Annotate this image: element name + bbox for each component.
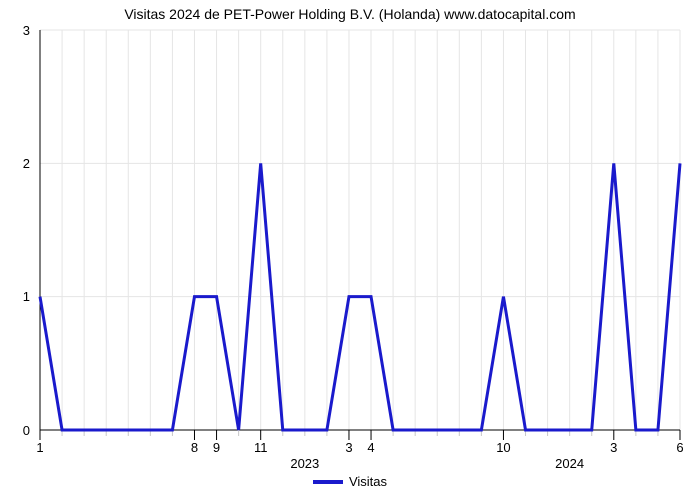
y-tick-label: 2 bbox=[0, 156, 30, 171]
y-tick-label: 0 bbox=[0, 423, 30, 438]
y-tick-label: 1 bbox=[0, 289, 30, 304]
x-tick-label: 4 bbox=[367, 440, 374, 455]
chart-title: Visitas 2024 de PET-Power Holding B.V. (… bbox=[0, 6, 700, 22]
chart-container: Visitas 2024 de PET-Power Holding B.V. (… bbox=[0, 0, 700, 500]
x-tick-label: 8 bbox=[191, 440, 198, 455]
x-tick-label: 11 bbox=[254, 440, 268, 455]
legend-label: Visitas bbox=[349, 474, 387, 489]
plot-area bbox=[40, 30, 680, 430]
x-tick-label: 3 bbox=[345, 440, 352, 455]
x-tick-label: 10 bbox=[496, 440, 510, 455]
legend: Visitas bbox=[0, 474, 700, 489]
x-tick-label: 1 bbox=[36, 440, 43, 455]
x-tick-label: 9 bbox=[213, 440, 220, 455]
legend-swatch bbox=[313, 480, 343, 484]
x-year-label: 2024 bbox=[555, 456, 584, 471]
x-year-label: 2023 bbox=[290, 456, 319, 471]
x-tick-label: 3 bbox=[610, 440, 617, 455]
y-tick-label: 3 bbox=[0, 23, 30, 38]
x-tick-label: 6 bbox=[676, 440, 683, 455]
